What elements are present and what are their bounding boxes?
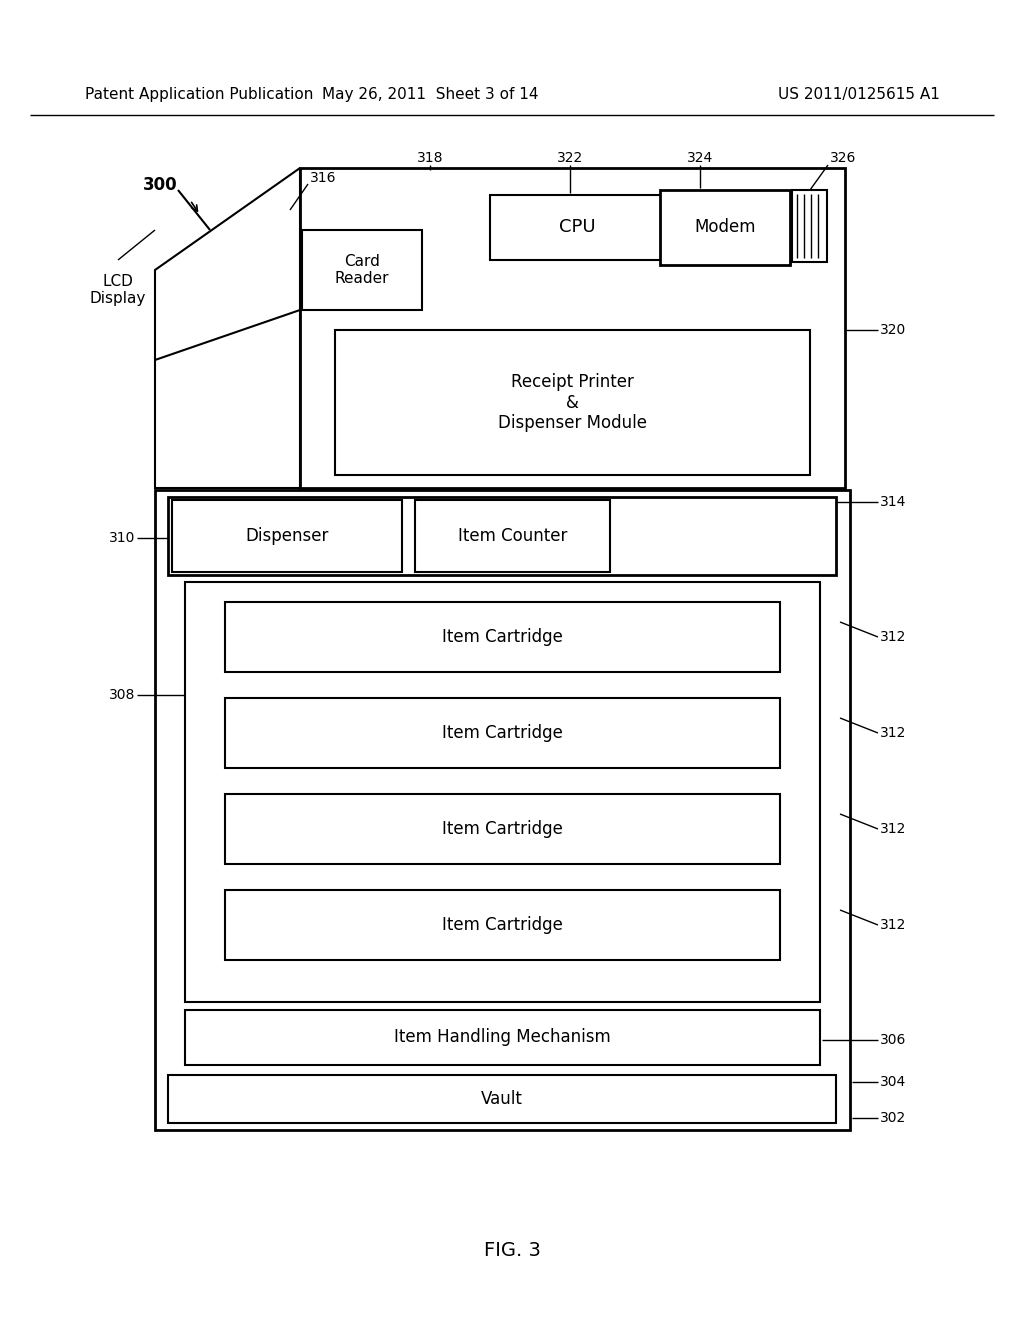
Bar: [792, 190, 827, 261]
Text: 308: 308: [109, 688, 135, 702]
Text: Item Cartridge: Item Cartridge: [442, 723, 563, 742]
Polygon shape: [155, 168, 300, 488]
Bar: [185, 1010, 820, 1065]
Text: Dispenser: Dispenser: [246, 527, 329, 545]
Bar: [300, 168, 845, 488]
Text: 306: 306: [880, 1034, 906, 1047]
Text: 312: 312: [880, 726, 906, 741]
Bar: [168, 498, 836, 576]
Bar: [155, 490, 850, 1130]
Text: 312: 312: [880, 917, 906, 932]
Text: US 2011/0125615 A1: US 2011/0125615 A1: [778, 87, 940, 103]
Bar: [172, 500, 402, 572]
Text: Patent Application Publication: Patent Application Publication: [85, 87, 313, 103]
Text: FIG. 3: FIG. 3: [483, 1241, 541, 1259]
Text: Receipt Printer
&
Dispenser Module: Receipt Printer & Dispenser Module: [498, 372, 647, 433]
Bar: [225, 698, 780, 768]
Text: 320: 320: [880, 323, 906, 337]
Bar: [225, 795, 780, 865]
Bar: [415, 500, 610, 572]
Text: CPU: CPU: [559, 219, 596, 236]
Text: 310: 310: [109, 531, 135, 545]
Text: Item Cartridge: Item Cartridge: [442, 628, 563, 645]
Text: 314: 314: [880, 495, 906, 510]
Bar: [660, 190, 790, 265]
Text: Item Counter: Item Counter: [458, 527, 567, 545]
Bar: [185, 582, 820, 1002]
Text: 324: 324: [687, 150, 713, 165]
Text: Vault: Vault: [481, 1090, 523, 1107]
Text: 304: 304: [880, 1074, 906, 1089]
Text: 326: 326: [830, 150, 856, 165]
Text: Item Handling Mechanism: Item Handling Mechanism: [394, 1028, 611, 1047]
Bar: [665, 195, 785, 260]
Text: 302: 302: [880, 1111, 906, 1125]
Bar: [335, 330, 810, 475]
Text: Item Cartridge: Item Cartridge: [442, 916, 563, 935]
Text: Modem: Modem: [694, 219, 756, 236]
Text: 322: 322: [557, 150, 583, 165]
Text: May 26, 2011  Sheet 3 of 14: May 26, 2011 Sheet 3 of 14: [322, 87, 539, 103]
Bar: [225, 890, 780, 960]
Bar: [225, 602, 780, 672]
Bar: [490, 195, 665, 260]
Bar: [168, 1074, 836, 1123]
Text: 312: 312: [880, 822, 906, 836]
Bar: [302, 230, 422, 310]
Text: 300: 300: [143, 176, 178, 194]
Text: 316: 316: [310, 172, 337, 185]
Text: Card
Reader: Card Reader: [335, 253, 389, 286]
Text: Item Cartridge: Item Cartridge: [442, 820, 563, 838]
Text: 312: 312: [880, 630, 906, 644]
Text: 318: 318: [417, 150, 443, 165]
Text: LCD
Display: LCD Display: [90, 273, 146, 306]
